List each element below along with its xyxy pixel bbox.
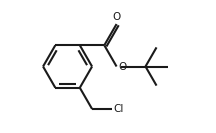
Text: O: O: [113, 12, 121, 22]
Text: Cl: Cl: [113, 104, 124, 114]
Text: O: O: [119, 61, 127, 72]
